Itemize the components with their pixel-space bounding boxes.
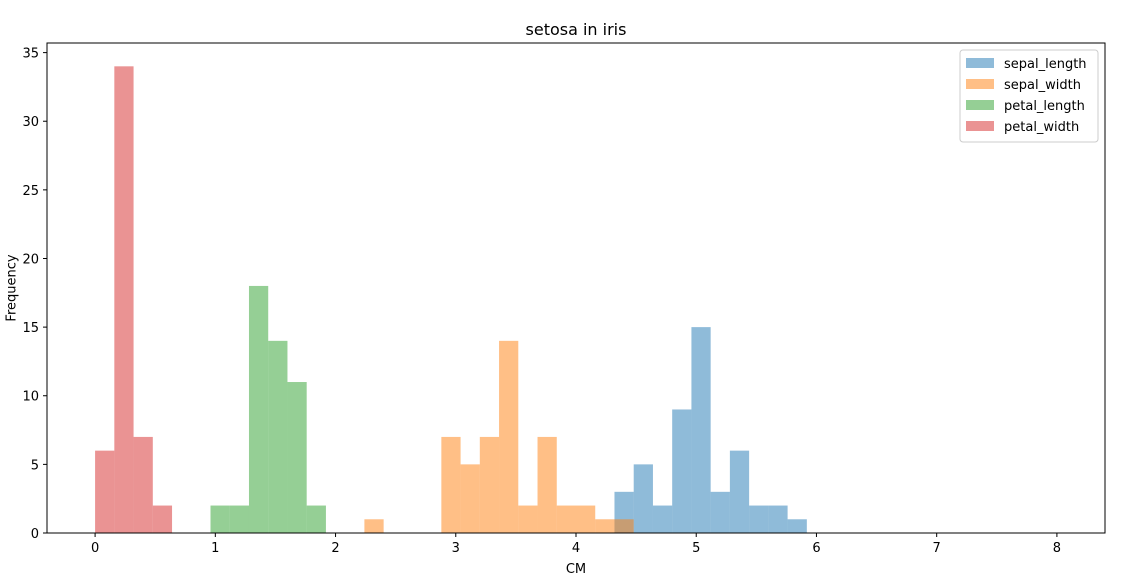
bar-sepal_width-6 <box>537 436 557 533</box>
bar-sepal_length-7 <box>749 505 769 533</box>
bar-petal_length-3 <box>268 340 288 533</box>
chart-title: setosa in iris <box>526 20 627 39</box>
bar-sepal_length-2 <box>652 505 673 533</box>
bar-sepal_width-3 <box>479 436 500 533</box>
y-tick-label: 0 <box>31 527 39 542</box>
y-tick-label: 15 <box>22 321 39 336</box>
legend-swatch-sepal_width <box>966 79 994 89</box>
bar-sepal_length-6 <box>729 450 750 533</box>
bar-petal_width-0 <box>95 450 115 533</box>
bar-sepal_length-4 <box>691 327 711 533</box>
bar-sepal_length-1 <box>633 464 653 533</box>
bar-petal_width-1 <box>114 66 134 533</box>
legend-label-petal_width: petal_width <box>1004 120 1079 135</box>
legend-label-sepal_length: sepal_length <box>1004 57 1087 72</box>
legend: sepal_length sepal_width petal_lengthpetal… <box>959 49 1099 143</box>
legend-label-sepal_width: sepal_width <box>1004 78 1081 93</box>
x-tick-label: 3 <box>452 541 460 556</box>
y-tick-label: 5 <box>31 458 39 473</box>
bar-sepal_width-7 <box>556 505 576 533</box>
bar-sepal_width-8 <box>576 505 596 533</box>
legend-swatch-petal_width <box>966 121 994 131</box>
bar-petal_length-2 <box>248 285 269 533</box>
bar-sepal_length-8 <box>768 505 788 533</box>
bar-petal_length-0 <box>210 505 230 533</box>
x-tick-label: 2 <box>331 541 339 556</box>
x-tick-label: 1 <box>211 541 219 556</box>
bar-petal_length-1 <box>229 505 249 533</box>
y-tick-label: 10 <box>22 390 39 405</box>
bar-sepal_width-4 <box>499 340 519 533</box>
bar-sepal_length-5 <box>710 491 730 533</box>
bars-layer <box>95 66 807 533</box>
bar-petal_length-4 <box>287 382 307 533</box>
x-tick-label: 6 <box>812 541 820 556</box>
bar-sepal_length-3 <box>672 409 692 533</box>
bar-sepal_length-9 <box>787 519 807 533</box>
x-tick-label: 8 <box>1053 541 1061 556</box>
bar-sepal_width-1 <box>441 436 461 533</box>
bar-sepal_width-2 <box>460 464 480 533</box>
y-tick-label: 30 <box>22 115 39 130</box>
x-axis-label: CM <box>566 562 586 577</box>
bar-sepal_width-0 <box>364 519 384 533</box>
y-tick-label: 20 <box>22 252 39 267</box>
y-axis-ticks: 0 5 10 15 20 25 30 35 <box>22 47 47 542</box>
y-axis-label: Frequency <box>5 254 20 321</box>
x-tick-label: 5 <box>692 541 700 556</box>
x-tick-label: 7 <box>933 541 941 556</box>
bar-sepal_width-9 <box>595 519 615 533</box>
x-tick-label: 4 <box>572 541 580 556</box>
legend-swatch-sepal_length <box>966 58 994 68</box>
bar-petal_length-5 <box>306 505 326 533</box>
bar-petal_width-2 <box>133 436 153 533</box>
x-tick-label: 0 <box>91 541 99 556</box>
y-tick-label: 35 <box>22 47 39 62</box>
legend-box <box>959 49 1099 143</box>
legend-label-petal_length: petal_length <box>1004 99 1085 114</box>
bar-sepal_width-5 <box>518 505 538 533</box>
y-tick-label: 25 <box>22 184 39 199</box>
bar-sepal_width-10 <box>614 519 634 533</box>
legend-swatch-petal_length <box>966 100 994 110</box>
bar-petal_width-3 <box>152 505 173 533</box>
x-axis-ticks: 0 1 2 3 4 5 6 7 8 <box>91 533 1061 556</box>
